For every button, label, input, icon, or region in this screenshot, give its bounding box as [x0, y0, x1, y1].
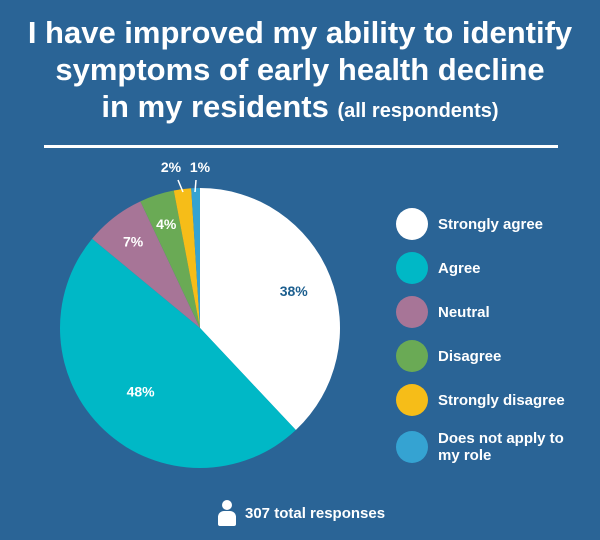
pie-slice-strongly-agree — [200, 188, 340, 431]
legend-label: Agree — [438, 259, 481, 277]
person-icon — [218, 500, 236, 526]
legend-swatch — [396, 384, 428, 416]
footer: 307 total responses — [218, 500, 385, 526]
legend-label: Does not apply to my role — [438, 430, 564, 464]
legend-label: Strongly agree — [438, 215, 544, 233]
pie-slice-neutral — [92, 201, 200, 328]
legend-item-agree: Agree — [396, 252, 596, 284]
legend-swatch — [396, 296, 428, 328]
legend-swatch — [396, 252, 428, 284]
legend-item-disagree: Disagree — [396, 340, 596, 372]
title-divider — [44, 145, 558, 148]
legend-item-does-not-apply-to-my-role: Does not apply to my role — [396, 430, 596, 464]
title-line-3-main: in my residents — [101, 89, 329, 124]
chart-title: I have improved my ability to identify s… — [0, 14, 600, 130]
pie-label-strongly-disagree: 2% — [161, 159, 182, 175]
legend-swatch — [396, 340, 428, 372]
pie-label-strongly-agree: 38% — [280, 283, 309, 299]
legend-swatch — [396, 431, 428, 463]
legend-label: Strongly disagree — [438, 391, 565, 409]
legend-item-neutral: Neutral — [396, 296, 596, 328]
pie-label-disagree: 4% — [156, 216, 177, 232]
legend-item-strongly-disagree: Strongly disagree — [396, 384, 596, 416]
pie-slice-strongly-disagree — [173, 188, 200, 328]
pie-slice-disagree — [140, 190, 200, 328]
leader-line-strongly-disagree — [177, 179, 184, 193]
legend-label: Disagree — [438, 347, 502, 365]
title-line-1: I have improved my ability to identify — [27, 15, 573, 50]
title-line-2: symptoms of early health decline — [55, 52, 545, 87]
legend-swatch — [396, 208, 428, 240]
pie-label-neutral: 7% — [123, 234, 144, 250]
pie-label-agree: 48% — [127, 383, 156, 399]
leader-line-does-not-apply-to-my-role — [194, 179, 197, 193]
total-responses: 307 total responses — [245, 504, 386, 522]
legend-item-strongly-agree: Strongly agree — [396, 208, 596, 240]
pie-slice-does-not-apply-to-my-role — [191, 188, 200, 328]
title-subtitle: (all respondents) — [337, 100, 499, 122]
pie-label-does-not-apply-to-my-role: 1% — [190, 159, 211, 175]
pie-slice-agree — [59, 238, 296, 469]
legend-label: Neutral — [438, 303, 490, 321]
title-line-3: in my residents (all respondents) — [0, 88, 600, 130]
